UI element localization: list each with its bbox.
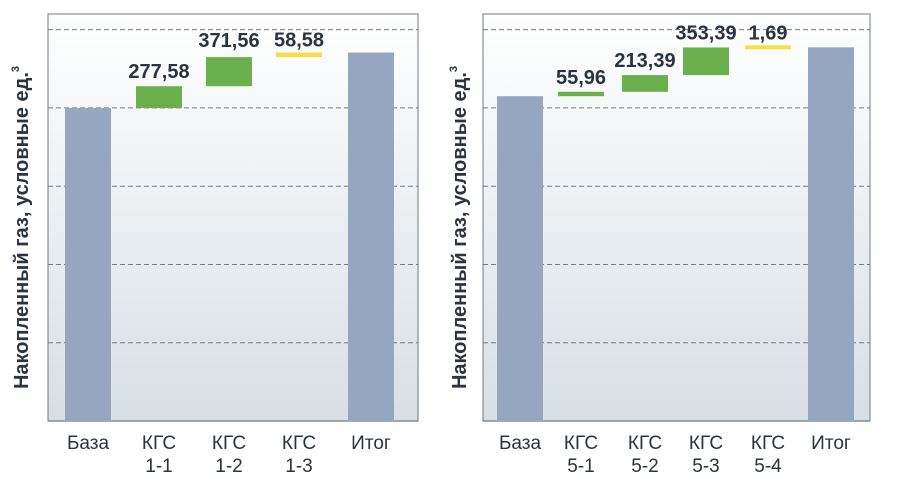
tick-label: КГС xyxy=(628,433,662,454)
data-label: 1,69 xyxy=(749,22,788,44)
delta-bar xyxy=(745,45,791,50)
y-axis-label: Накопленный газ, условные ед.3 xyxy=(448,66,471,389)
data-label: 213,39 xyxy=(614,50,675,72)
data-label: 353,39 xyxy=(675,22,736,44)
data-label: 371,56 xyxy=(198,30,259,52)
y-axis-label: Накопленный газ, условные ед.3 xyxy=(10,66,33,389)
tick-label: 5-1 xyxy=(567,456,594,477)
delta-bar xyxy=(276,52,322,58)
tick-label: КГС xyxy=(142,433,176,454)
data-label: 55,96 xyxy=(556,67,606,89)
tick-label: 5-3 xyxy=(692,456,719,477)
plot-area xyxy=(482,13,871,422)
tick-label: КГС xyxy=(282,433,316,454)
total-bar xyxy=(65,107,111,421)
tick-label: КГС xyxy=(689,433,723,454)
tick-label: База xyxy=(499,433,542,454)
delta-bar xyxy=(622,75,668,92)
delta-bar xyxy=(683,47,729,76)
tick-label: Итог xyxy=(811,433,851,454)
delta-bar xyxy=(206,57,252,87)
tick-label: 1-2 xyxy=(215,456,242,477)
tick-label: Итог xyxy=(351,433,391,454)
tick-label: КГС xyxy=(564,433,598,454)
data-label: 58,58 xyxy=(274,30,324,52)
delta-bar xyxy=(558,91,604,97)
data-label: 277,58 xyxy=(128,61,189,83)
tick-label: 5-4 xyxy=(754,456,782,477)
total-bar xyxy=(497,96,543,422)
delta-bar xyxy=(136,86,182,108)
tick-label: База xyxy=(67,433,110,454)
total-bar xyxy=(808,47,854,422)
tick-label: КГС xyxy=(751,433,785,454)
tick-label: 1-1 xyxy=(145,456,172,477)
tick-label: КГС xyxy=(212,433,246,454)
tick-label: 5-2 xyxy=(631,456,658,477)
total-bar xyxy=(348,52,394,422)
tick-label: 1-3 xyxy=(285,456,312,477)
